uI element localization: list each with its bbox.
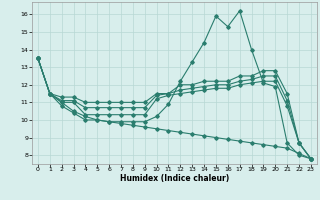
X-axis label: Humidex (Indice chaleur): Humidex (Indice chaleur) bbox=[120, 174, 229, 183]
